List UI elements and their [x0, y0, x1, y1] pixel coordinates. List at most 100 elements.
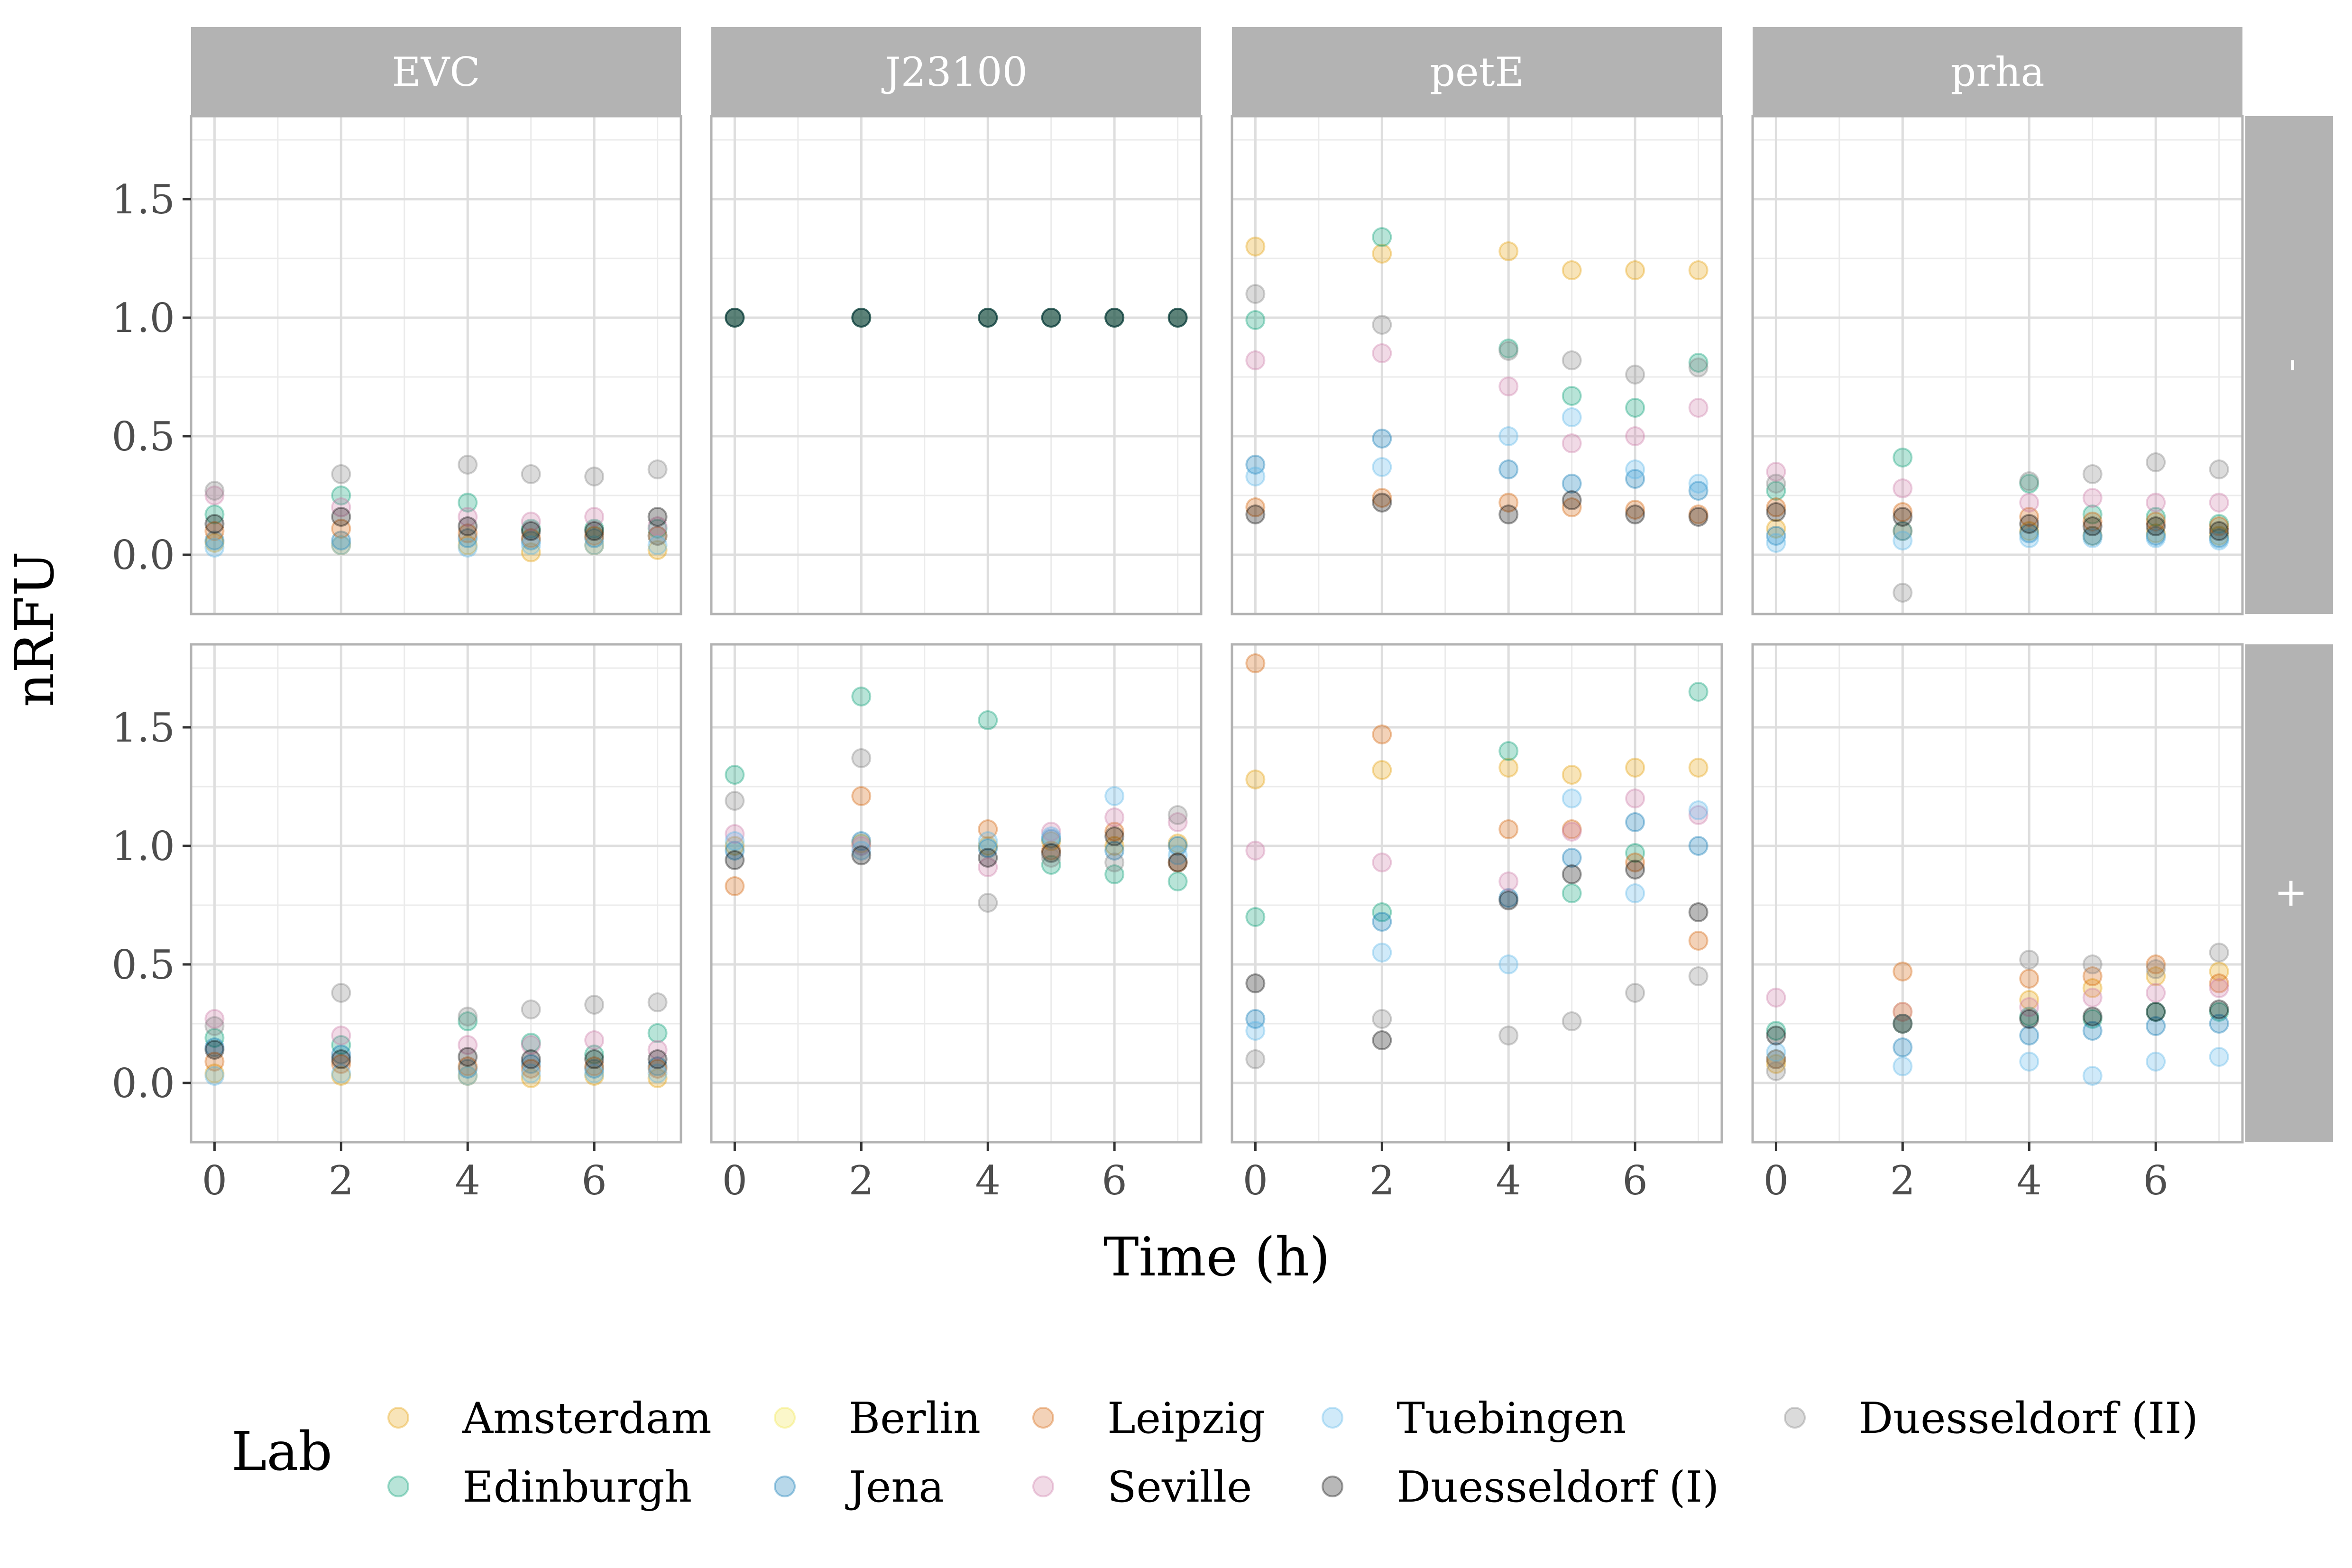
data-point [1688, 353, 1709, 373]
panel-background [1232, 644, 1722, 1142]
data-point [521, 1035, 541, 1055]
data-point [1562, 350, 1582, 370]
panel-background [1232, 116, 1722, 614]
data-point [1893, 507, 1913, 527]
data-point [2146, 523, 2166, 543]
data-point [1562, 848, 1582, 868]
data-point [1498, 426, 1519, 446]
data-point [204, 538, 225, 558]
data-point [647, 1023, 668, 1043]
data-point [1498, 241, 1519, 261]
data-point [1893, 1056, 1913, 1076]
data-points [1766, 943, 2229, 1086]
data-point [521, 542, 541, 562]
data-point [2209, 526, 2229, 546]
data-point [1245, 504, 1266, 524]
data-point [647, 526, 668, 546]
data-point [1893, 1014, 1913, 1034]
data-point [584, 467, 605, 486]
data-point [2082, 978, 2103, 998]
data-point [1498, 504, 1519, 524]
data-point [2209, 962, 2229, 981]
column-strip-label: J23100 [881, 49, 1028, 95]
data-point [978, 893, 998, 913]
x-tick-label: 0 [1243, 1157, 1268, 1204]
data-point [521, 1068, 541, 1088]
legend-item: Amsterdam [387, 1394, 712, 1443]
data-point [1372, 902, 1392, 922]
x-tick-label: 4 [2017, 1157, 2042, 1204]
data-point [2019, 471, 2040, 491]
data-point [2209, 999, 2229, 1019]
data-point [584, 535, 605, 555]
data-point [1688, 507, 1709, 527]
data-point [978, 308, 998, 328]
data-point [1562, 864, 1582, 884]
data-point [2019, 1009, 2040, 1029]
data-point [1766, 502, 1786, 522]
data-point [2146, 452, 2166, 472]
data-point [204, 504, 225, 524]
data-point [1041, 308, 1061, 328]
data-point [1625, 860, 1645, 880]
data-point [1245, 1049, 1266, 1069]
legend-swatch [387, 1407, 409, 1429]
data-point [1625, 260, 1645, 280]
data-point [1766, 1021, 1786, 1041]
data-point [2019, 523, 2040, 543]
data-point [584, 507, 605, 527]
legend-label: Duesseldorf (II) [1859, 1394, 2198, 1443]
y-tick-label: 1.0 [111, 823, 175, 870]
data-point [331, 535, 351, 555]
data-point [1562, 433, 1582, 453]
data-point [647, 992, 668, 1012]
data-point [1245, 350, 1266, 370]
x-tick-label: 4 [975, 1157, 1001, 1204]
data-point [204, 1066, 225, 1086]
x-tick-label: 0 [1764, 1157, 1789, 1204]
data-point [458, 1047, 478, 1067]
data-point [2082, 954, 2103, 974]
data-point [647, 540, 668, 560]
data-point [204, 1064, 225, 1083]
data-point [204, 531, 225, 550]
data-point [584, 1045, 605, 1064]
data-point [584, 1064, 605, 1083]
data-point [2019, 528, 2040, 548]
legend: Lab Amsterdam Edinburgh Berlin Jena Leipzig S… [231, 1394, 2198, 1512]
data-point [458, 1035, 478, 1055]
data-points [725, 308, 1188, 328]
data-point [204, 1016, 225, 1036]
data-point [1562, 407, 1582, 427]
data-point [2146, 528, 2166, 548]
data-point [1372, 853, 1392, 872]
x-tick-label: 4 [455, 1157, 480, 1204]
data-point [1104, 807, 1125, 827]
data-point [1625, 758, 1645, 778]
legend-label: Jena [845, 1462, 944, 1512]
data-point [1245, 973, 1266, 993]
y-tick-label: 1.0 [111, 295, 175, 341]
data-point [725, 308, 745, 328]
data-point [1893, 502, 1913, 522]
data-point [1893, 962, 1913, 981]
data-point [2209, 521, 2229, 541]
data-point [2209, 973, 2229, 993]
data-point [2209, 528, 2229, 548]
data-point [331, 1035, 351, 1055]
x-tick-label: 6 [1622, 1157, 1647, 1204]
legend-item: Tuebingen [1322, 1394, 1626, 1443]
data-point [331, 535, 351, 555]
legend-item: Berlin [774, 1394, 981, 1443]
facet-panel [710, 115, 1203, 615]
data-point [978, 848, 998, 868]
data-point [1766, 462, 1786, 482]
data-point [1688, 358, 1709, 377]
data-point [584, 528, 605, 548]
facet-panel [1751, 643, 2244, 1144]
data-point [1372, 943, 1392, 963]
data-point [1104, 841, 1125, 861]
column-strip-label: petE [1430, 49, 1524, 95]
data-point [2019, 990, 2040, 1010]
data-point [725, 836, 745, 856]
